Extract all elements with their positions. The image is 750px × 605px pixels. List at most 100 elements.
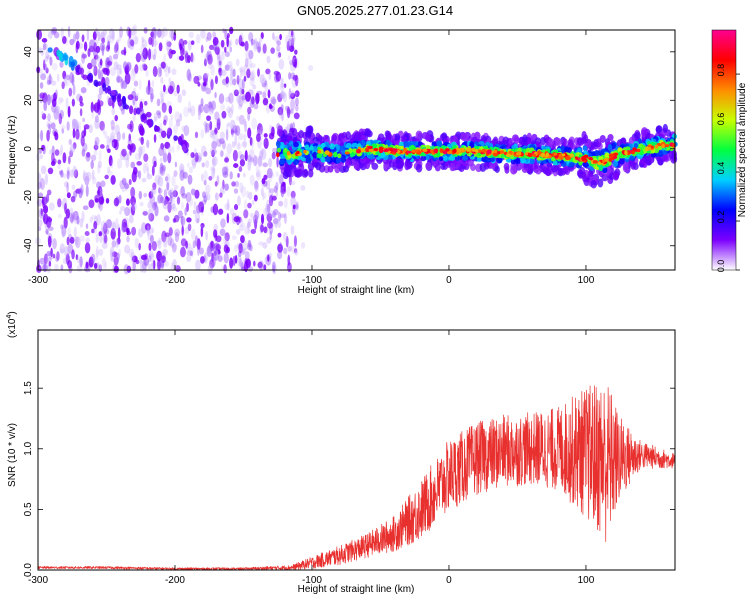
spectrogram-noise-blob <box>90 253 96 264</box>
spectrogram-noise-blob <box>159 66 162 77</box>
spectrogram-noise-blob <box>233 89 239 97</box>
spectrogram-noise-blob <box>269 188 275 194</box>
spectrogram-noise-blob <box>194 211 201 224</box>
spectrogram-noise-blob <box>128 178 132 186</box>
spectrogram-noise-blob <box>101 242 108 249</box>
spectrogram-trace-blob <box>639 157 647 166</box>
spectrogram-noise-blob <box>88 39 95 50</box>
spectrogram-noise-blob <box>132 114 136 122</box>
spectrogram-noise-blob <box>244 258 249 265</box>
spectrogram-noise-blob <box>123 264 130 275</box>
spectrogram-trace-blob <box>407 160 413 169</box>
spectrogram-noise-blob <box>184 52 189 64</box>
spectrogram-noise-blob <box>159 253 163 265</box>
spectrogram-main-trace <box>275 123 678 189</box>
spectrogram-track-blob <box>154 125 160 132</box>
spectrogram-noise-blob <box>279 213 286 219</box>
spectrogram-noise-blob <box>182 171 188 179</box>
spectrogram-trace-blob <box>550 156 556 162</box>
spectrogram-noise-blob <box>176 55 180 61</box>
spectrogram-noise-blob <box>168 227 173 236</box>
spectrogram-noise-blob <box>151 241 157 252</box>
spectrogram-noise-blob <box>134 237 139 249</box>
spectrogram-noise-blob <box>165 39 170 51</box>
spectrogram-noise-blob <box>280 186 285 198</box>
spectrogram-noise-blob <box>252 40 258 52</box>
spectrogram-noise-blob <box>113 197 120 207</box>
spectrogram-noise-blob <box>224 51 230 58</box>
spectrogram-noise-blob <box>283 212 287 225</box>
spectrogram-noise-blob <box>82 117 86 123</box>
spectrogram-noise-blob <box>225 129 229 141</box>
spectrogram-noise-blob <box>102 125 106 135</box>
spectrogram-noise-blob <box>100 220 106 233</box>
spectrogram-noise-blob <box>249 156 254 163</box>
snr-x-tick-label: -200 <box>165 575 185 586</box>
spectrogram-noise-blob <box>262 43 267 54</box>
spectrogram-noise-blob <box>200 129 205 139</box>
spectrogram-noise-blob <box>228 107 233 119</box>
spectrogram-noise-blob <box>94 140 98 151</box>
spectrogram-noise-blob <box>57 163 61 170</box>
spectrogram-noise-blob <box>66 236 70 246</box>
spectrogram-noise-blob <box>125 74 129 84</box>
spectrogram-noise-blob <box>140 145 146 157</box>
spectrogram-noise-blob <box>58 149 62 157</box>
spectrogram-noise-blob <box>204 122 208 134</box>
spectrogram-noise-blob <box>95 45 101 54</box>
spectrogram-noise-blob <box>180 46 185 57</box>
spectrogram-trace-blob <box>406 150 412 154</box>
spectrogram-noise-blob <box>139 201 144 207</box>
spectrogram-noise-blob <box>239 68 244 78</box>
spectrogram-noise-blob <box>153 134 157 143</box>
spectrogram-noise-blob <box>277 232 282 238</box>
spectrogram-noise-blob <box>81 148 86 157</box>
spectrogram-noise-blob <box>254 180 259 192</box>
spectrogram-noise-blob <box>83 127 87 137</box>
spectrogram-noise-blob <box>272 32 275 40</box>
spectrogram-noise-blob <box>187 108 192 113</box>
spectrogram-noise-blob <box>272 147 277 154</box>
spectrogram-noise-blob <box>111 126 115 132</box>
spectrogram-track-blob <box>166 127 172 136</box>
spectrogram-noise-blob <box>181 225 184 236</box>
spectrogram-noise-blob <box>231 103 234 114</box>
spectrogram-noise-blob <box>290 37 295 49</box>
spectrogram-noise-blob <box>224 157 230 163</box>
spectrogram-noise-blob <box>209 120 213 131</box>
spectrogram-noise-blob <box>50 80 57 86</box>
spectrogram-noise-blob <box>107 166 111 174</box>
spectrogram-trace-blob <box>493 149 498 154</box>
spectrogram-noise-blob <box>103 221 108 230</box>
spectrogram-noise-blob <box>247 218 252 224</box>
spectrogram-trace-blob <box>662 123 668 133</box>
spectrogram-trace-blob <box>471 147 476 152</box>
spectrogram-noise-blob <box>240 235 245 244</box>
spectrogram-trace-blob <box>452 148 457 154</box>
spectrogram-noise-blob <box>80 184 84 196</box>
spectrogram-noise-blob <box>178 55 185 61</box>
spectrogram-noise-blob <box>67 105 71 118</box>
spectrogram-noise-blob <box>47 75 53 85</box>
spectrogram-noise-blob <box>259 36 263 43</box>
spectrogram-noise-blob <box>94 142 100 149</box>
spectrogram-noise-blob <box>73 118 78 129</box>
spectrogram-noise-blob <box>168 105 173 115</box>
spectrogram-noise-blob <box>229 257 234 269</box>
spectrogram-noise-blob <box>223 264 227 274</box>
spectrogram-noise-blob <box>126 265 132 273</box>
spectrogram-noise-blob <box>232 88 239 95</box>
spectrogram-noise-blob <box>53 108 59 120</box>
spectrogram-noise-blob <box>96 181 102 189</box>
spectrogram-noise-blob <box>129 143 136 153</box>
spectrogram-trace-blob <box>492 152 499 157</box>
spectrogram-noise-blob <box>237 257 242 267</box>
spectrogram-noise-blob <box>169 238 175 248</box>
spectrogram-noise-blob <box>153 48 157 57</box>
spectrogram-noise-blob <box>179 189 183 196</box>
spectrogram-trace-blob <box>276 128 283 137</box>
spectrogram-noise-blob <box>64 246 69 257</box>
spectrogram-noise-blob <box>66 169 70 180</box>
spectrogram-noise-blob <box>97 100 104 107</box>
spectrogram-trace-blob <box>582 145 588 151</box>
